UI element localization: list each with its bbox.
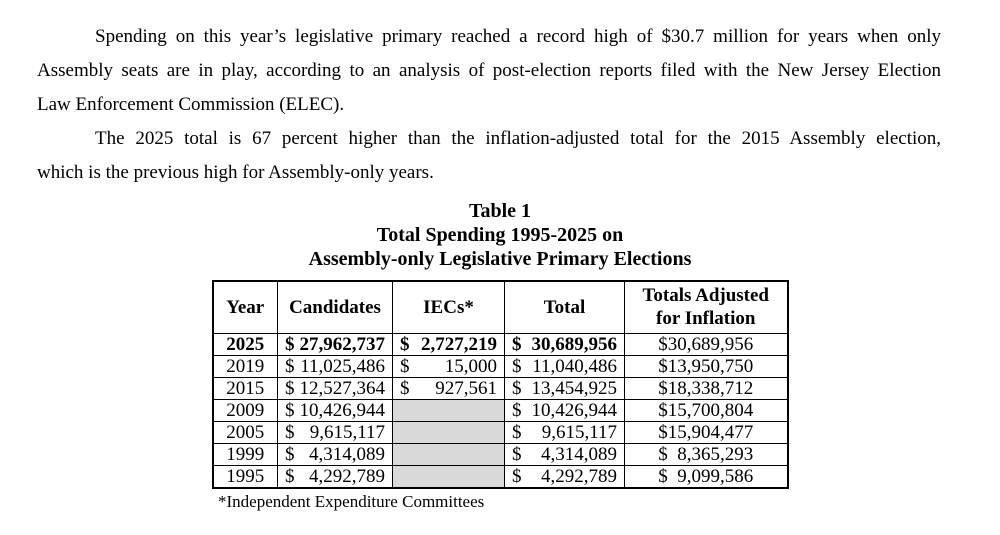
iecs-cell: $15,000 [392,354,505,378]
paragraph-line: Spending on this year’s legislative prim… [95,26,941,47]
amount: 9,615,117 [309,421,385,443]
iecs-cell: $2,727,219 [392,332,505,356]
year-cell: 2019 [212,354,278,378]
currency-symbol: $ [512,333,522,355]
candidates-cell: $10,426,944 [277,398,393,422]
iecs-cell [392,464,505,488]
table-row: 1999 $4,314,089 $4,314,089 $ 8,365,293 [212,442,788,466]
total-cell: $13,454,925 [504,376,625,400]
table-row: 2009 $10,426,944 $10,426,944 $15,700,804 [212,398,788,422]
amount: 11,040,486 [532,355,617,377]
adjusted-cell: $13,950,750 [624,354,788,378]
year-cell: 2009 [212,398,278,422]
year-cell: 2025 [212,332,278,356]
currency-symbol: $ [512,421,522,443]
table-title-line: Assembly-only Legislative Primary Electi… [308,248,692,270]
column-header: Year [212,280,278,334]
amount: 27,962,737 [299,333,386,355]
amount: 10,426,944 [531,399,618,421]
adjusted-cell: $15,904,477 [624,420,788,444]
table-block: Table 1 Total Spending 1995-2025 on Assemb… [0,199,1000,512]
iecs-cell [392,442,505,466]
table-row: 2005 $9,615,117 $9,615,117 $15,904,477 [212,420,788,444]
currency-symbol: $ [400,355,410,377]
table-row: 2019 $11,025,486 $15,000 $11,040,486 $13,950… [212,354,788,378]
total-cell: $10,426,944 [504,398,625,422]
currency-symbol: $ [512,399,522,421]
currency-symbol: $ [400,333,410,355]
iecs-cell [392,398,505,422]
candidates-cell: $11,025,486 [277,354,393,378]
column-header: IECs* [392,280,505,334]
amount: 4,314,089 [309,443,385,465]
candidates-cell: $27,962,737 [277,332,393,356]
currency-symbol: $ [400,377,410,399]
amount: 927,561 [435,377,497,399]
table-row: 1995 $4,292,789 $4,292,789 $ 9,099,586 [212,464,788,488]
total-cell: $9,615,117 [504,420,625,444]
total-cell: $4,292,789 [504,464,625,488]
amount: 12,527,364 [299,377,386,399]
iecs-cell [392,420,505,444]
paragraph-line: The 2025 total is 67 percent higher than… [95,128,941,149]
total-cell: $30,689,956 [504,332,625,356]
year-cell: 1999 [212,442,278,466]
amount: 30,689,956 [531,333,618,355]
paragraph-line: which is the previous high for Assembly-… [37,162,434,183]
adjusted-cell: $ 9,099,586 [624,464,788,488]
amount: 10,426,944 [299,399,386,421]
table-header-row: Year Candidates IECs* Total Totals Adjusted f… [212,280,788,334]
paragraph-line: Law Enforcement Commission (ELEC). [37,94,345,115]
amount: 4,292,789 [541,465,617,487]
table-footnote: *Independent Expenditure Committees [218,491,485,511]
currency-symbol: $ [512,465,522,487]
currency-symbol: $ [285,465,295,487]
candidates-cell: $12,527,364 [277,376,393,400]
adjusted-cell: $18,338,712 [624,376,788,400]
column-header: Totals Adjusted for Inflation [624,280,788,334]
amount: 11,025,486 [300,355,385,377]
paragraph-line: Assembly seats are in play, according to… [37,60,941,81]
paragraph: The 2025 total is 67 percent higher than… [37,122,941,190]
iecs-cell: $927,561 [392,376,505,400]
currency-symbol: $ [285,399,295,421]
currency-symbol: $ [285,377,295,399]
column-header: Candidates [277,280,393,334]
currency-symbol: $ [512,443,522,465]
currency-symbol: $ [285,355,295,377]
candidates-cell: $4,314,089 [277,442,393,466]
amount: 15,000 [444,355,497,377]
candidates-cell: $9,615,117 [277,420,393,444]
body-paragraphs: Spending on this year’s legislative prim… [0,0,1000,190]
total-cell: $4,314,089 [504,442,625,466]
candidates-cell: $4,292,789 [277,464,393,488]
amount: 9,615,117 [541,421,617,443]
currency-symbol: $ [512,355,522,377]
table-title-line: Total Spending 1995-2025 on [376,224,624,246]
currency-symbol: $ [285,421,295,443]
column-header: Total [504,280,625,334]
paragraph: Spending on this year’s legislative prim… [37,20,941,122]
currency-symbol: $ [285,333,295,355]
amount: 4,292,789 [309,465,385,487]
year-cell: 2015 [212,376,278,400]
adjusted-cell: $ 8,365,293 [624,442,788,466]
currency-symbol: $ [285,443,295,465]
table-title: Table 1 Total Spending 1995-2025 on Assemb… [0,199,1000,271]
year-cell: 1995 [212,464,278,488]
amount: 4,314,089 [541,443,617,465]
spending-table: Year Candidates IECs* Total Totals Adjusted f… [211,280,789,489]
total-cell: $11,040,486 [504,354,625,378]
amount: 13,454,925 [531,377,618,399]
table-row: 2025 $27,962,737 $2,727,219 $30,689,956 $30,… [212,332,788,356]
year-cell: 2005 [212,420,278,444]
table-row: 2015 $12,527,364 $927,561 $13,454,925 $18,33… [212,376,788,400]
table-body: 2025 $27,962,737 $2,727,219 $30,689,956 $30,… [212,332,788,488]
table-title-line: Table 1 [468,200,532,222]
adjusted-cell: $15,700,804 [624,398,788,422]
adjusted-cell: $30,689,956 [624,332,788,356]
amount: 2,727,219 [421,333,497,355]
currency-symbol: $ [512,377,522,399]
